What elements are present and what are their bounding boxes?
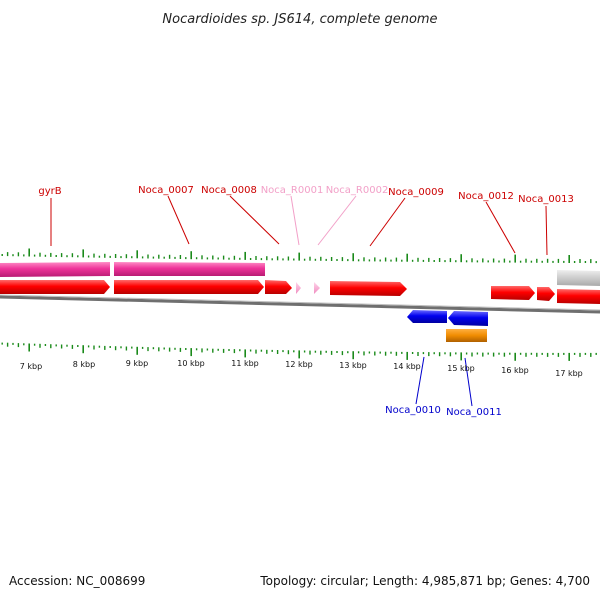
gene-label-noca-r0002[interactable]: Noca_R0002 xyxy=(326,185,389,196)
misc-feature[interactable] xyxy=(446,329,487,342)
kbp-label: 13 kbp xyxy=(339,361,367,370)
upper-tick-marks xyxy=(1,248,597,264)
kbp-label: 9 kbp xyxy=(126,359,148,368)
genome-backbone-highlight xyxy=(0,294,600,311)
gene-label-noca-0012[interactable]: Noca_0012 xyxy=(458,191,514,202)
gene-label-noca-0007[interactable]: Noca_0007 xyxy=(138,185,194,196)
trna-arrow-noca-r0002[interactable] xyxy=(314,282,320,294)
genome-backbone xyxy=(0,295,600,314)
gene-arrow-noca-0010[interactable] xyxy=(407,310,447,323)
rrna-feature[interactable] xyxy=(0,262,110,277)
forward-gene-track xyxy=(0,280,600,304)
reverse-gene-track xyxy=(407,310,488,326)
kbp-scale-labels: 7 kbp 8 kbp 9 kbp 10 kbp 11 kbp 12 kbp 1… xyxy=(20,359,583,378)
gene-arrow-noca-0007[interactable] xyxy=(114,280,264,294)
gene-arrow-noca-0012[interactable] xyxy=(491,286,535,300)
gene-arrow-noca-0011[interactable] xyxy=(448,311,488,326)
gene-arrow-noca-0009[interactable] xyxy=(330,281,407,296)
gene-arrow[interactable] xyxy=(557,289,600,304)
lower-tick-marks xyxy=(1,342,597,361)
trna-arrow-noca-r0001[interactable] xyxy=(296,282,301,294)
grey-feature[interactable] xyxy=(557,270,600,286)
map-title: Nocardioides sp. JS614, complete genome xyxy=(162,12,437,27)
kbp-label: 16 kbp xyxy=(501,366,529,375)
genome-summary-text: Topology: circular; Length: 4,985,871 bp… xyxy=(259,574,590,588)
kbp-label: 7 kbp xyxy=(20,362,42,371)
gene-arrow-gyrB[interactable] xyxy=(0,280,110,294)
gene-label-gyrb[interactable]: gyrB xyxy=(38,186,61,197)
accession-text: Accession: NC_008699 xyxy=(9,574,145,588)
kbp-label: 10 kbp xyxy=(177,359,205,368)
gene-label-noca-r0001[interactable]: Noca_R0001 xyxy=(261,185,324,196)
gene-label-noca-0010[interactable]: Noca_0010 xyxy=(385,405,441,416)
kbp-label: 15 kbp xyxy=(447,364,475,373)
kbp-label: 8 kbp xyxy=(73,360,95,369)
gene-arrow-noca-0008[interactable] xyxy=(265,280,292,294)
rrna-track xyxy=(0,262,265,277)
gene-labels: gyrB Noca_0007 Noca_0008 Noca_R0001 Noca… xyxy=(38,185,573,418)
rrna-feature[interactable] xyxy=(114,262,265,276)
gene-label-noca-0011[interactable]: Noca_0011 xyxy=(446,407,502,418)
kbp-label: 14 kbp xyxy=(393,362,421,371)
gene-arrow-noca-0013[interactable] xyxy=(537,287,555,301)
kbp-label: 11 kbp xyxy=(231,359,259,368)
label-leaders xyxy=(50,195,548,407)
kbp-label: 17 kbp xyxy=(555,369,583,378)
kbp-label: 12 kbp xyxy=(285,360,313,369)
gene-label-noca-0013[interactable]: Noca_0013 xyxy=(518,194,574,205)
gene-label-noca-0008[interactable]: Noca_0008 xyxy=(201,185,257,196)
gene-label-noca-0009[interactable]: Noca_0009 xyxy=(388,187,444,198)
